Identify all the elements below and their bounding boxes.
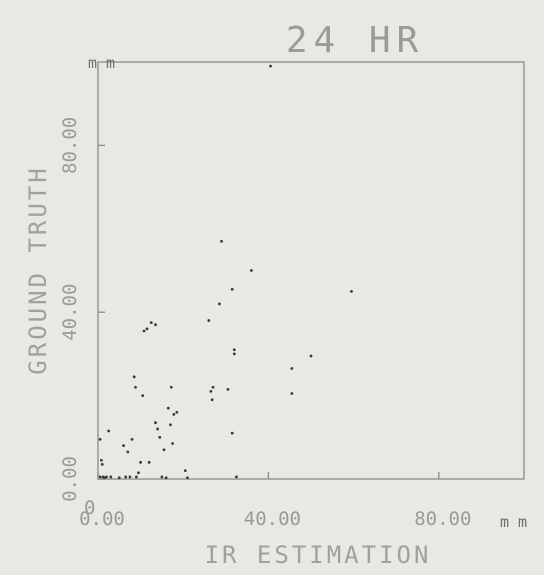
data-point <box>109 475 113 479</box>
data-point <box>139 460 143 464</box>
data-point <box>175 410 179 414</box>
data-point <box>137 471 140 475</box>
data-point <box>183 469 187 473</box>
data-point <box>130 437 134 441</box>
data-point <box>128 475 132 479</box>
data-point <box>350 289 353 293</box>
data-point <box>100 463 104 466</box>
data-point <box>210 398 214 402</box>
data-point <box>171 442 174 445</box>
x-unit-label: m m <box>500 513 527 531</box>
data-point <box>122 444 125 448</box>
data-point <box>269 64 272 68</box>
x-origin-label: 0 <box>84 497 95 519</box>
data-point <box>154 421 157 425</box>
data-point <box>211 385 215 389</box>
data-point <box>98 437 102 441</box>
data-point <box>126 450 130 454</box>
data-point <box>166 406 170 410</box>
data-point <box>160 475 164 479</box>
data-point <box>117 476 121 480</box>
data-point <box>142 329 146 333</box>
data-point <box>207 319 211 322</box>
data-point <box>158 435 162 439</box>
data-point <box>162 448 166 452</box>
data-point <box>134 475 138 479</box>
data-point <box>102 476 106 480</box>
data-point <box>156 427 160 431</box>
data-points <box>98 64 353 480</box>
x-tick-label: 0.00 <box>79 508 125 530</box>
data-point <box>232 352 236 356</box>
x-tick-label: 40.00 <box>244 508 301 530</box>
data-point <box>220 239 223 243</box>
data-point <box>290 392 294 395</box>
data-point <box>147 460 151 464</box>
data-point <box>209 390 213 393</box>
data-point <box>98 475 102 479</box>
data-point <box>232 348 236 352</box>
data-point <box>230 431 234 435</box>
y-tick-label: 80.00 <box>59 117 81 174</box>
chart-title: 24 HR <box>286 20 424 61</box>
data-point <box>132 375 136 379</box>
y-tick-label: 0.00 <box>59 456 81 502</box>
y-tick-label: 40.00 <box>59 284 81 341</box>
data-point <box>100 458 103 462</box>
data-point <box>169 423 172 427</box>
plot-frame <box>97 61 525 480</box>
data-point <box>309 354 313 358</box>
data-point <box>145 327 149 331</box>
data-point <box>134 385 137 389</box>
y-unit-label: m m <box>88 54 115 72</box>
data-point <box>149 321 153 325</box>
data-point <box>218 302 221 306</box>
y-axis: 0.00 40.00 80.00 <box>59 117 105 502</box>
data-point <box>141 394 145 397</box>
data-point <box>105 475 108 479</box>
data-point <box>226 387 230 391</box>
data-point <box>230 287 234 291</box>
y-axis-title: GROUND TRUTH <box>24 165 52 374</box>
x-tick-label: 80.00 <box>414 508 471 530</box>
data-point <box>172 412 176 416</box>
data-point <box>249 269 253 272</box>
data-point <box>154 323 157 327</box>
data-point <box>164 476 168 480</box>
data-point <box>107 429 111 433</box>
data-point <box>124 475 128 479</box>
x-axis-title: IR ESTIMATION <box>205 541 432 569</box>
x-axis: 0.00 40.00 80.00 0 <box>79 472 471 530</box>
data-point <box>290 367 294 370</box>
data-point <box>186 476 189 480</box>
data-point <box>235 475 238 479</box>
data-point <box>169 385 173 389</box>
